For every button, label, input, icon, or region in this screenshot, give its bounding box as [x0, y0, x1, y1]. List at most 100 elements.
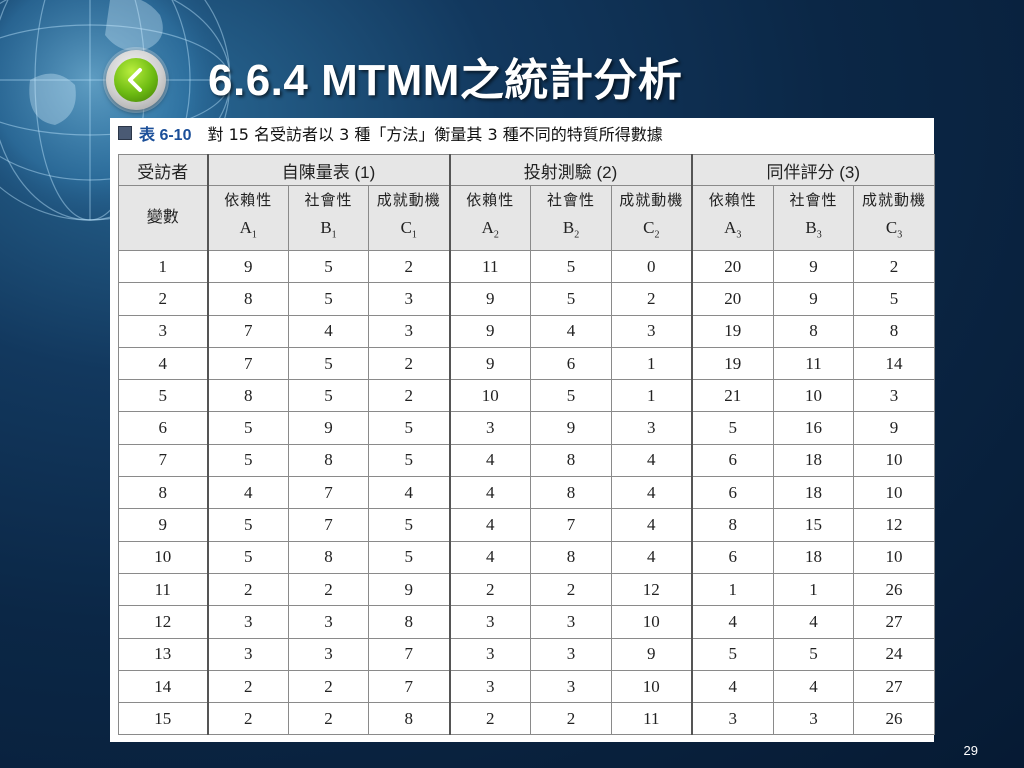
table-row: 5 8 5 2 10 5 1 21 10 3	[118, 379, 936, 413]
table-row: 9 5 7 5 4 7 4 8 15 12	[118, 508, 936, 542]
respondent-id-cell: 6	[118, 411, 209, 445]
table-cell: 1	[611, 346, 693, 381]
table-row: 2 8 5 3 9 5 2 20 9 5	[118, 282, 936, 316]
table-cell: 3	[207, 605, 289, 639]
table-label: 表 6-10	[139, 127, 192, 144]
table-cell: 11	[449, 249, 532, 284]
table-cell: 3	[773, 702, 855, 736]
table-caption: 表 6-10 對 15 名受訪者以 3 種「方法」衡量其 3 種不同的特質所得數…	[118, 121, 663, 145]
table-cell: 4	[611, 476, 693, 510]
table-cell: 8	[691, 508, 775, 542]
variable-code-subscript: 2	[654, 229, 660, 241]
table-cell: 3	[611, 411, 693, 445]
table-cell: 2	[288, 572, 369, 607]
table-cell: 3	[367, 314, 451, 348]
respondent-id-cell: 7	[118, 443, 209, 478]
variable-header: 成就動機 C1	[367, 185, 451, 251]
table-row: 12 3 3 8 3 3 10 4 4 27	[118, 605, 936, 639]
respondent-id-cell: 10	[118, 540, 209, 574]
variable-code-letter: C	[643, 218, 655, 238]
table-cell: 18	[773, 476, 855, 510]
table-cell: 4	[691, 669, 775, 704]
table-row: 11 2 2 9 2 2 12 1 1 26	[118, 572, 936, 607]
table-cell: 7	[367, 669, 451, 704]
variable-name: 社會性	[789, 191, 838, 210]
table-cell: 2	[449, 702, 532, 736]
table-cell: 8	[207, 282, 289, 316]
respondent-id-cell: 2	[118, 282, 209, 316]
table-cell: 4	[691, 605, 775, 639]
table-cell: 4	[367, 476, 451, 510]
table-cell: 9	[611, 637, 693, 671]
table-cell: 4	[449, 476, 532, 510]
table-cell: 19	[691, 314, 775, 348]
table-cell: 2	[207, 669, 289, 704]
table-cell: 2	[853, 249, 936, 284]
table-cell: 2	[288, 702, 369, 736]
table-cell: 18	[773, 540, 855, 574]
variable-header: 社會性 B3	[773, 185, 855, 251]
table-cell: 1	[773, 572, 855, 607]
table-cell: 8	[853, 314, 936, 348]
variable-name: 社會性	[304, 191, 353, 210]
variable-header: 依賴性 A3	[691, 185, 775, 251]
table-cell: 8	[530, 540, 613, 574]
variable-code: C1	[369, 214, 449, 249]
table-cell: 10	[853, 476, 936, 510]
table-cell: 9	[207, 249, 289, 284]
table-cell: 7	[288, 508, 369, 542]
table-cell: 8	[207, 379, 289, 413]
table-cell: 5	[207, 443, 289, 478]
table-row: 15 2 2 8 2 2 11 3 3 26	[118, 702, 936, 736]
variable-header: 成就動機 C2	[611, 185, 693, 251]
table-cell: 4	[773, 669, 855, 704]
table-cell: 2	[449, 572, 532, 607]
table-cell: 7	[530, 508, 613, 542]
table-cell: 5	[207, 540, 289, 574]
variable-name: 依賴性	[708, 191, 757, 210]
variable-code-letter: B	[805, 218, 817, 238]
table-cell: 9	[449, 314, 532, 348]
chevron-left-icon	[114, 58, 158, 102]
table-cell: 2	[530, 572, 613, 607]
table-cell: 8	[288, 443, 369, 478]
respondent-id-cell: 5	[118, 379, 209, 413]
table-cell: 18	[773, 443, 855, 478]
table-cell: 3	[449, 637, 532, 671]
table-cell: 4	[449, 443, 532, 478]
slide-title: 6.6.4 MTMM之統計分析	[208, 56, 683, 105]
table-cell: 10	[449, 379, 532, 413]
page-number: 29	[963, 743, 978, 758]
back-button[interactable]	[106, 50, 166, 110]
group-header-row: 受訪者 自陳量表 (1) 投射測驗 (2) 同伴評分 (3)	[118, 154, 936, 186]
table-cell: 9	[288, 411, 369, 445]
variable-header: 社會性 B1	[288, 185, 369, 251]
table-cell: 11	[773, 346, 855, 381]
variable-code-subscript: 3	[736, 229, 742, 241]
table-cell: 27	[853, 669, 936, 704]
variable-header: 成就動機 C3	[853, 185, 936, 251]
table-cell: 7	[207, 314, 289, 348]
table-cell: 5	[288, 379, 369, 413]
respondent-id-cell: 14	[118, 669, 209, 704]
respondent-header: 受訪者	[118, 154, 209, 186]
group-header: 同伴評分 (3)	[691, 154, 936, 186]
table-cell: 7	[288, 476, 369, 510]
respondent-id-cell: 12	[118, 605, 209, 639]
table-cell: 5	[288, 249, 369, 284]
group-header: 投射測驗 (2)	[449, 154, 693, 186]
table-cell: 24	[853, 637, 936, 671]
variable-name: 成就動機	[862, 191, 927, 210]
respondent-id-cell: 8	[118, 476, 209, 510]
table-cell: 4	[530, 314, 613, 348]
variable-code-letter: A	[239, 218, 252, 238]
variable-code: B1	[289, 214, 368, 249]
table-row: 1 9 5 2 11 5 0 20 9 2	[118, 249, 936, 284]
table-cell: 9	[853, 411, 936, 445]
table-cell: 5	[367, 508, 451, 542]
table-cell: 27	[853, 605, 936, 639]
table-cell: 4	[207, 476, 289, 510]
table-cell: 6	[691, 540, 775, 574]
table-cell: 16	[773, 411, 855, 445]
table-cell: 1	[691, 572, 775, 607]
